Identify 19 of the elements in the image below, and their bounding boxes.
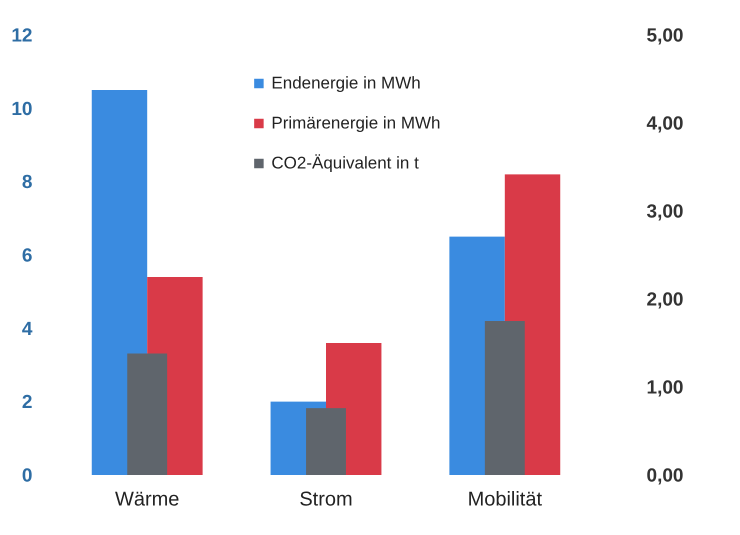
y2-tick-label: 2,00 [646,290,684,310]
legend-label: Primärenergie in MWh [271,114,441,132]
y-tick-label: 8 [22,172,32,194]
y2-tick-label: 5,00 [646,26,684,46]
y-tick-label: 4 [22,318,33,340]
y-tick-label: 12 [11,26,32,46]
y2-tick-label: 3,00 [646,202,684,222]
legend-label: Endenergie in MWh [271,74,421,92]
x-tick-label: Strom [299,488,353,510]
y2-tick-label: 0,00 [646,466,684,486]
y-tick-label: 6 [22,246,32,266]
x-tick-label: Mobilität [468,488,542,510]
y2-tick-label: 1,00 [646,378,684,398]
y-tick-label: 2 [22,392,32,414]
y-tick-label: 0 [22,466,32,486]
x-tick-label: Wärme [114,488,180,510]
y-tick-label: 10 [11,98,32,120]
y2-tick-label: 4,00 [646,114,684,134]
legend-label: CO2-Äquivalent in t [271,154,420,172]
